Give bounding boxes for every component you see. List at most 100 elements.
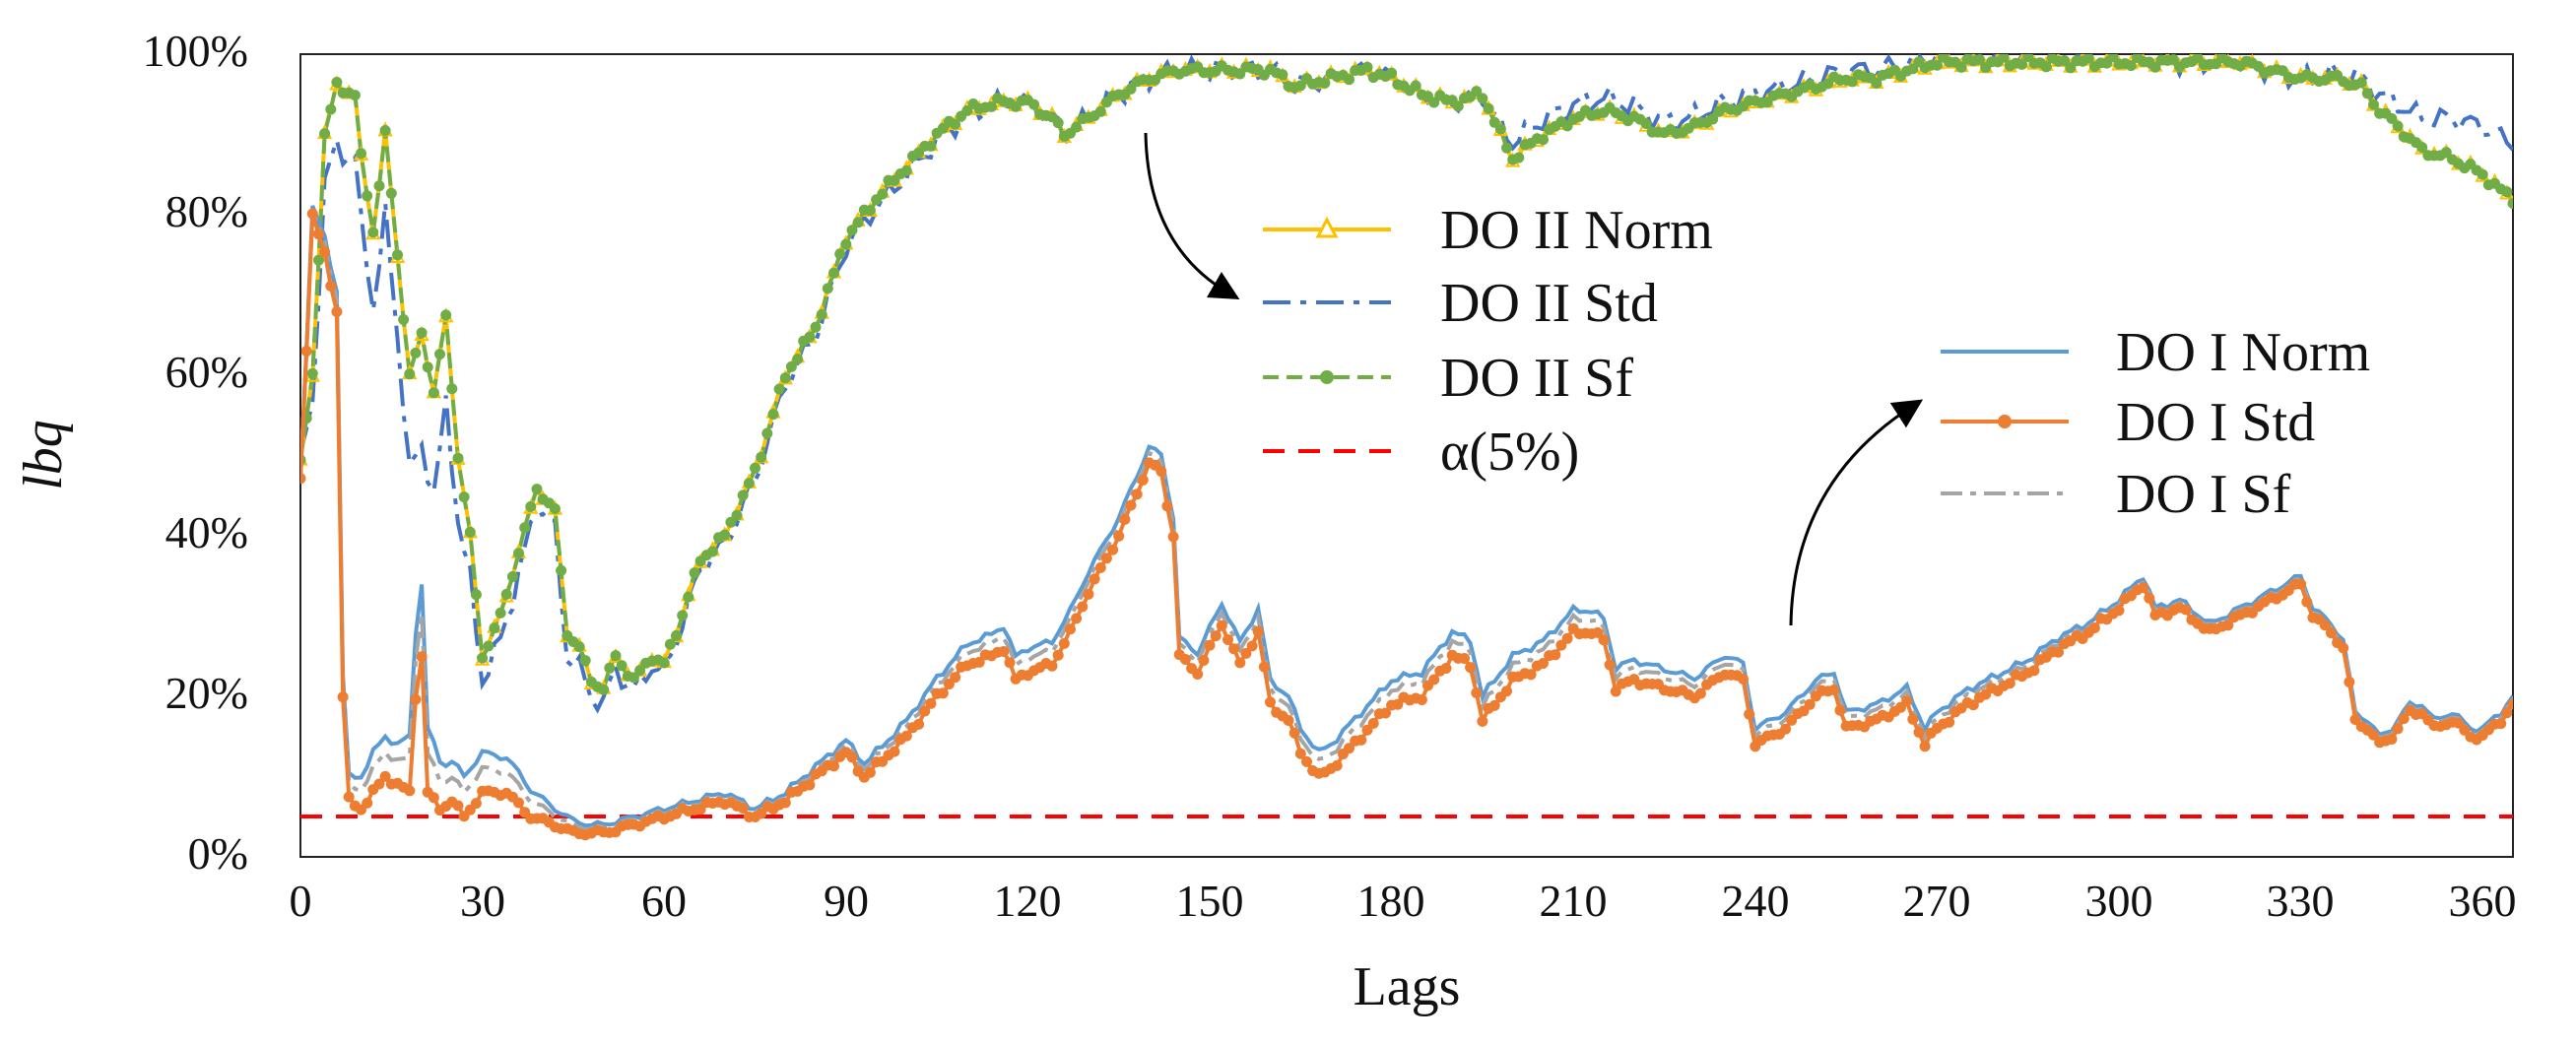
- data-point-do1-std: [1440, 663, 1452, 674]
- data-point-do2-sf: [506, 571, 518, 582]
- data-point-do1-std: [1046, 660, 1058, 672]
- data-point-do1-std: [804, 779, 816, 791]
- data-point-do2-sf: [1071, 121, 1083, 133]
- data-point-do1-std: [1459, 653, 1470, 664]
- data-point-do1-std: [513, 797, 524, 809]
- data-point-do1-std: [2453, 717, 2465, 729]
- data-point-do1-std: [306, 208, 318, 220]
- data-point-do1-std: [2325, 627, 2337, 639]
- data-point-do2-sf: [2501, 186, 2513, 198]
- data-point-do1-std: [373, 778, 385, 790]
- data-point-do1-std: [1501, 685, 1512, 697]
- data-point-do2-sf: [785, 360, 797, 372]
- data-point-do1-std: [1488, 699, 1500, 711]
- x-tick-label: 30: [460, 876, 505, 926]
- data-point-do2-sf: [410, 347, 422, 359]
- legend-label: DO I Sf: [2116, 464, 2291, 525]
- data-point-do2-sf: [556, 564, 567, 576]
- data-point-do1-std: [2368, 729, 2379, 741]
- data-point-do1-std: [1246, 640, 1258, 652]
- data-point-do2-sf: [519, 522, 531, 534]
- data-point-do2-sf: [2059, 55, 2071, 66]
- data-point-do1-std: [1294, 748, 1306, 759]
- data-point-do1-std: [1834, 704, 1846, 716]
- data-point-do2-sf: [1998, 54, 2010, 63]
- data-point-do1-std: [973, 656, 985, 668]
- data-point-do2-sf: [1344, 74, 1354, 86]
- data-point-do2-sf: [579, 655, 591, 667]
- data-point-do1-std: [319, 246, 331, 258]
- data-point-do2-sf: [385, 187, 397, 199]
- data-point-do1-std: [828, 760, 839, 772]
- data-point-do2-sf: [495, 607, 506, 619]
- data-point-do2-sf: [706, 546, 718, 557]
- legend-label: DO II Norm: [1440, 200, 1713, 261]
- data-point-do2-sf: [1640, 118, 1652, 129]
- data-point-do1-std: [1331, 759, 1343, 771]
- data-point-do2-sf: [379, 125, 391, 136]
- data-point-do1-std: [2053, 646, 2064, 658]
- data-point-do1-std: [2398, 713, 2410, 725]
- legend-item: α(5%): [1263, 422, 1579, 483]
- data-point-do2-sf: [750, 462, 760, 474]
- x-tick-label: 360: [2449, 876, 2517, 926]
- data-point-do2-sf: [2507, 198, 2513, 209]
- data-point-do1-std: [337, 691, 349, 703]
- data-point-do2-sf: [1501, 142, 1512, 154]
- data-point-do1-std: [1428, 674, 1440, 685]
- data-point-do1-std: [2028, 665, 2040, 677]
- data-point-do1-std: [2392, 723, 2404, 735]
- data-point-do1-std: [1913, 727, 1925, 738]
- data-point-do1-std: [1004, 657, 1016, 669]
- data-point-do1-std: [1944, 716, 1955, 728]
- data-point-do1-std: [1058, 637, 1070, 649]
- data-point-do1-std: [452, 800, 464, 812]
- data-point-do1-std: [1167, 531, 1179, 543]
- legend-label: DO II Std: [1440, 273, 1658, 334]
- data-point-do2-sf: [525, 500, 537, 512]
- data-point-do1-std: [1367, 718, 1379, 729]
- legend-label: DO I Norm: [2116, 322, 2370, 383]
- y-tick-label: 40%: [165, 507, 248, 557]
- data-point-do2-sf: [761, 427, 773, 439]
- data-point-do1-std: [919, 705, 931, 717]
- x-tick-label: 0: [290, 876, 312, 926]
- data-point-do2-sf: [367, 227, 379, 238]
- data-point-do2-sf: [1386, 67, 1398, 79]
- legend-label: DO I Std: [2116, 392, 2315, 453]
- data-point-do1-std: [1610, 685, 1621, 697]
- data-point-do1-std: [1137, 474, 1149, 486]
- legend-item: DO I Sf: [1941, 464, 2291, 525]
- data-point-do2-sf: [362, 190, 373, 202]
- data-point-do1-std: [379, 770, 391, 782]
- data-point-do1-std: [1113, 530, 1125, 542]
- data-point-do1-std: [428, 792, 439, 804]
- data-point-do1-std: [1228, 643, 1240, 655]
- x-tick-label: 180: [1357, 876, 1425, 926]
- data-point-do2-sf: [549, 503, 561, 514]
- data-point-do2-sf: [1477, 93, 1488, 104]
- data-point-do2-sf: [937, 122, 949, 134]
- data-point-do1-std: [1240, 647, 1252, 659]
- data-point-do2-sf: [2082, 54, 2094, 64]
- data-point-do2-sf: [737, 489, 749, 501]
- data-point-do1-std: [1780, 723, 1792, 735]
- data-point-do2-sf: [822, 283, 833, 294]
- data-point-do2-sf: [573, 641, 585, 653]
- data-point-do2-sf: [422, 361, 433, 373]
- data-point-do2-sf: [398, 314, 410, 325]
- data-point-do1-std: [1592, 626, 1604, 638]
- data-point-do2-sf: [1538, 134, 1549, 146]
- data-point-do2-sf: [1410, 80, 1421, 92]
- data-point-do1-std: [2495, 718, 2507, 730]
- data-point-do2-sf: [743, 478, 755, 489]
- data-point-do2-sf: [900, 164, 912, 176]
- data-point-do1-std: [1804, 698, 1816, 710]
- data-point-do1-std: [416, 651, 428, 663]
- data-point-do2-sf: [319, 128, 331, 140]
- data-point-do1-std: [1094, 561, 1106, 573]
- data-point-do1-std: [2180, 604, 2192, 616]
- data-point-do2-sf: [1277, 69, 1288, 81]
- data-point-do1-std: [1694, 687, 1706, 699]
- data-point-do1-std: [1234, 657, 1246, 669]
